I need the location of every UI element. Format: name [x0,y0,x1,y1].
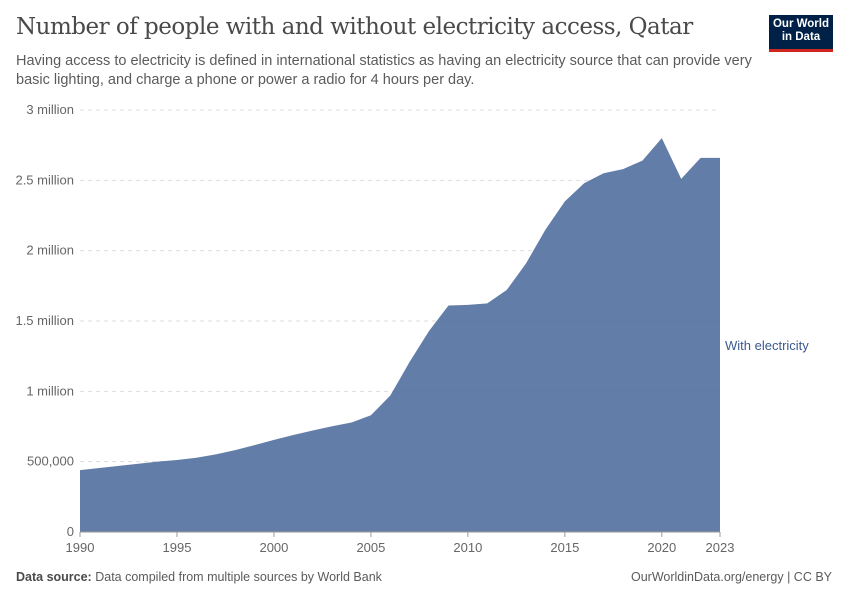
area-with-electricity [80,138,720,532]
x-tick-label: 2000 [259,540,288,555]
y-tick-label: 1.5 million [15,313,74,328]
x-tick-label: 2020 [647,540,676,555]
logo-text: Our World in Data [772,18,829,43]
y-tick-label: 3 million [26,102,74,117]
chart-subtitle: Having access to electricity is defined … [16,53,752,88]
credit-link[interactable]: OurWorldinData.org/energy | CC BY [630,570,832,584]
series-label: With electricity [725,338,809,353]
x-tick-label: 2015 [550,540,579,555]
x-tick-label: 2005 [356,540,385,555]
x-tick-label: 2023 [706,540,735,555]
data-source: Data source: Data compiled from multiple… [16,570,382,584]
y-tick-label: 0 [67,524,74,539]
chart-title: Number of people with and without electr… [16,14,693,40]
y-tick-label: 2 million [26,243,74,258]
x-tick-label: 1995 [163,540,192,555]
owid-logo[interactable]: Our World in Data [769,15,833,52]
y-tick-label: 2.5 million [15,172,74,187]
y-tick-label: 500,000 [27,454,74,469]
y-tick-label: 1 million [26,383,74,398]
x-tick-label: 1990 [66,540,95,555]
source-label: Data source: [16,570,92,584]
source-text[interactable]: Data compiled from multiple sources by W… [95,570,382,584]
x-tick-label: 2010 [453,540,482,555]
